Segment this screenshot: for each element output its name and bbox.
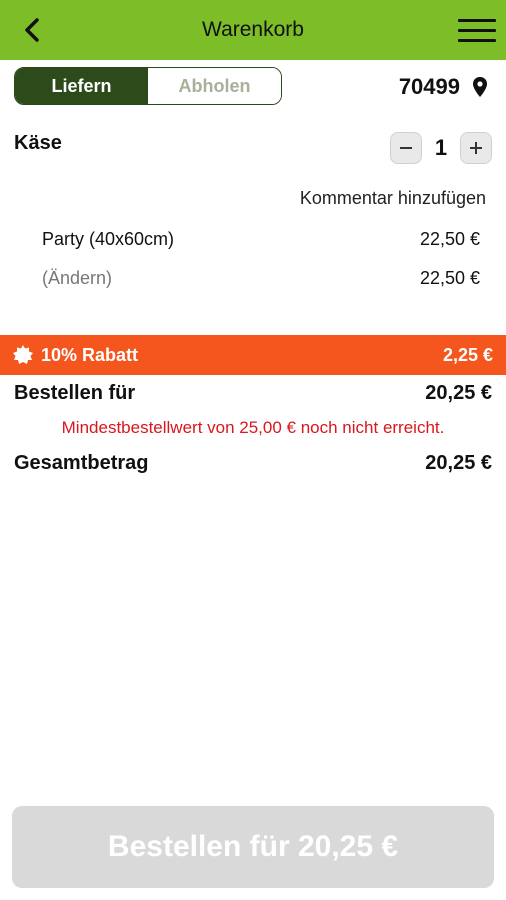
add-comment-link[interactable]: Kommentar hinzufügen — [299, 188, 486, 208]
plus-icon — [470, 142, 482, 154]
order-for-label: Bestellen für — [14, 382, 136, 404]
menu-icon-bar — [458, 28, 496, 32]
menu-icon-bar — [458, 18, 496, 22]
discount-amount: 2,25 € — [442, 344, 493, 365]
discount-banner: 10% Rabatt 2,25 € — [0, 335, 506, 375]
total-row: Gesamtbetrag 20,25 € — [14, 452, 492, 475]
location-selector[interactable]: 70499 — [399, 72, 488, 102]
place-order-button[interactable]: Bestellen für 20,25 € — [12, 806, 494, 888]
total-amount: 20,25 € — [425, 452, 492, 474]
badge-star-icon — [13, 345, 33, 364]
item-name: Käse — [14, 132, 62, 154]
discount-label: 10% Rabatt — [41, 344, 139, 365]
deliver-option[interactable]: Liefern — [15, 68, 148, 104]
item-size-label: Party (40x60cm) — [42, 229, 175, 249]
pickup-option[interactable]: Abholen — [148, 68, 281, 104]
hamburger-menu-button[interactable] — [458, 12, 496, 48]
menu-icon-bar — [458, 38, 496, 42]
minus-icon — [400, 147, 412, 149]
quantity-stepper: 1 — [390, 132, 492, 164]
chevron-left-icon — [25, 18, 39, 42]
order-for-row: Bestellen für 20,25 € — [14, 382, 492, 405]
header-bar: Warenkorb — [0, 0, 506, 60]
change-item-link[interactable]: (Ändern) — [42, 268, 113, 288]
map-pin-icon — [473, 77, 487, 97]
total-label: Gesamtbetrag — [14, 452, 149, 474]
min-order-warning: Mindestbestellwert von 25,00 € noch nich… — [61, 418, 445, 437]
item-size-row: Party (40x60cm) 22,50 € — [42, 229, 480, 250]
item-change-row: (Ändern) 22,50 € — [42, 268, 480, 289]
back-button[interactable] — [14, 12, 50, 48]
delivery-mode-toggle: Liefern Abholen — [14, 67, 282, 105]
order-for-amount: 20,25 € — [425, 382, 492, 404]
quantity-value: 1 — [434, 135, 448, 160]
item-size-price: 22,50 € — [419, 229, 480, 249]
decrease-quantity-button[interactable] — [390, 132, 422, 164]
increase-quantity-button[interactable] — [460, 132, 492, 164]
zip-code: 70499 — [398, 74, 460, 99]
page-title: Warenkorb — [202, 18, 304, 41]
item-change-price: 22,50 € — [419, 268, 480, 288]
